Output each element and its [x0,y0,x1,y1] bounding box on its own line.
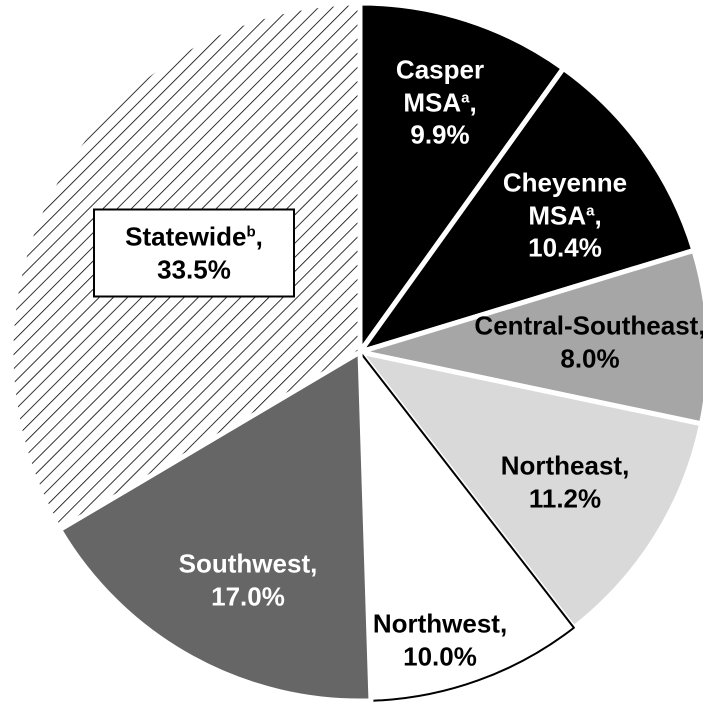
separator: , [255,221,263,252]
footnote-marker: a [461,88,470,106]
category-label: Southwest [178,548,311,579]
footnote-marker: b [246,223,256,241]
category-label: Northwest [372,608,500,639]
value-label: 11.2% [528,483,602,513]
separator: , [698,311,703,341]
separator: , [622,450,630,481]
slice-label: Statewideb, 33.5% [93,208,295,298]
value-label: 33.5% [157,254,231,284]
slice-label: Central-Southeast, 8.0% [465,310,703,375]
pie-slice [357,349,703,631]
pie-slice [357,0,566,355]
category-label: Cheyenne MSA [502,167,628,230]
separator: , [499,608,508,639]
slice-label: Southwest, 17.0% [153,548,343,613]
pie-slice [357,65,697,355]
value-label: 10.0% [403,641,477,671]
separator: , [310,548,318,579]
slice-label: Cheyenne MSAa, 10.4% [490,166,640,264]
separator: , [594,199,602,230]
pie-slice [359,351,575,702]
footnote-marker: a [586,201,595,219]
value-label: 9.9% [410,119,470,150]
value-label: 10.4% [528,232,602,263]
slice-label: Northeast, 11.2% [480,450,650,515]
pie-slice [357,247,703,427]
category-label: Northeast [500,450,623,481]
separator: , [469,86,477,117]
pie-slice [57,349,374,704]
value-label: 8.0% [560,343,620,373]
value-label: 17.0% [211,581,285,611]
slice-label: Casper MSAa, 9.9% [383,53,498,151]
category-label: Central-Southeast [474,310,699,341]
slice-label: Northwest, 10.0% [365,608,515,673]
category-label: Casper MSA [395,54,485,117]
category-label: Statewide [125,221,247,252]
